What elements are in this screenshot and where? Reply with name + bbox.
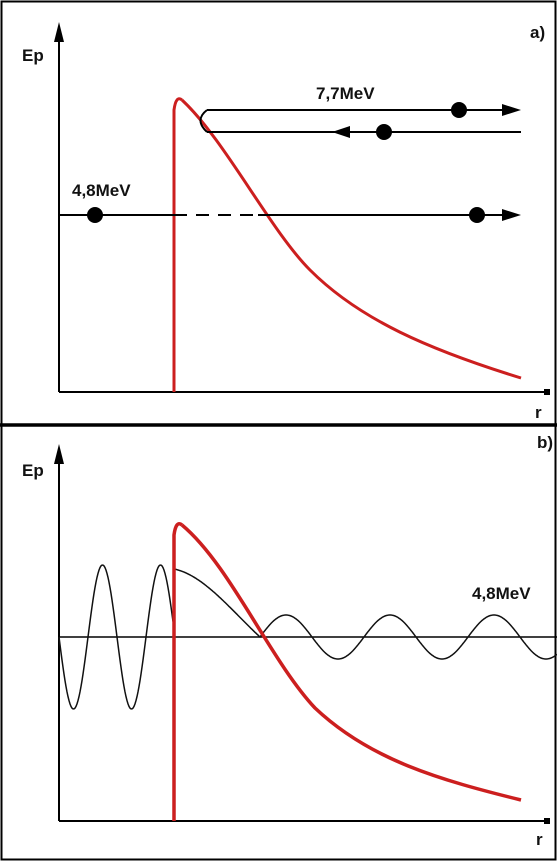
panel-a-high-energy-turn (199, 109, 208, 133)
panel-a-y-arrow-icon (54, 22, 64, 42)
panel-a-particle-left (87, 207, 103, 223)
panel-b: b) Ep r 4,8MeV (22, 433, 557, 849)
panel-a-particle-lower (376, 124, 392, 140)
panel-a-y-axis-label: Ep (22, 46, 44, 65)
panel-b-coulomb-curve (180, 523, 522, 802)
panel-b-x-axis-label: r (536, 830, 543, 849)
panel-a-low-energy-arrow-icon (502, 209, 521, 221)
panel-a-x-axis-label: r (535, 403, 542, 422)
panel-a-outgoing-arrow-icon (502, 104, 521, 116)
panel-b-barrier-wall (172, 522, 184, 821)
panel-a-low-energy-label: 4,8MeV (72, 181, 131, 200)
panel-a-incoming-arrow-icon (332, 126, 350, 138)
panel-a: a) Ep r 7,7MeV (22, 22, 550, 422)
panel-b-y-axis-label: Ep (22, 461, 44, 480)
panel-b-energy-label: 4,8MeV (472, 584, 531, 603)
panel-b-x-arrow-icon (544, 818, 550, 824)
panel-a-tag: a) (530, 23, 545, 42)
panel-b-y-arrow-icon (54, 444, 64, 464)
panel-b-wave-function (58, 564, 557, 710)
panel-a-barrier-wall (172, 97, 183, 392)
panel-a-x-arrow-icon (544, 389, 550, 395)
panel-a-coulomb-curve (180, 98, 522, 380)
panel-a-particle-upper (451, 102, 467, 118)
panel-a-high-energy-label: 7,7MeV (316, 84, 375, 103)
panel-a-particle-right (469, 207, 485, 223)
panel-b-tag: b) (537, 433, 553, 452)
